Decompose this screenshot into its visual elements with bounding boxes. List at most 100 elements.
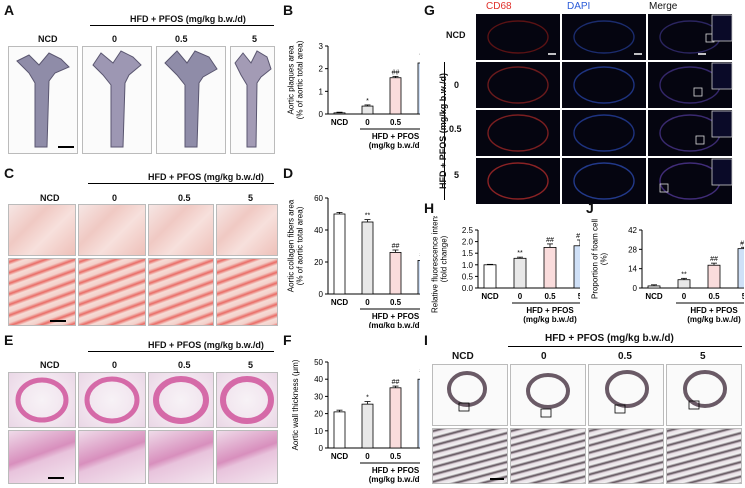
panel-H-chart: 0.0 0.5 1.0 1.5 2.0 2.5 Relative fluorescence …	[431, 216, 580, 324]
panel-I-vvg-ncd	[432, 364, 508, 426]
panel-F-sig-1: *	[366, 395, 369, 402]
panel-B-x-tick-label-2: 0.5	[390, 118, 402, 127]
panel-F-chart: 0 10 20 30 40 50 Aortic wall thickness (μm) NCD…	[291, 358, 420, 484]
panel-I-zoom-ncd	[432, 428, 508, 484]
panel-H-y-label-line: (fold change)	[440, 235, 449, 282]
panel-D-bar-1	[361, 221, 374, 295]
panel-I-vvg-0	[510, 364, 586, 426]
panel-C-sirius-05	[148, 204, 214, 256]
panel-I-scale-bar	[490, 478, 504, 480]
panel-J-unit-caption: (mg/kg b.w./d)	[687, 315, 741, 324]
panel-F-sig-2: ##	[392, 379, 400, 386]
panel-G-row-5: 5	[454, 170, 460, 180]
panel-C-label-0: 0	[112, 193, 118, 203]
panel-H-y-label-line: Relative fluorescence intensity	[431, 216, 440, 313]
panel-E-he-ncd	[8, 372, 76, 428]
panel-J-y-tick-label: 14	[628, 265, 637, 274]
panel-J-x-tick-label-0: NCD	[645, 292, 663, 301]
panel-D-y-tick-label: 20	[314, 258, 323, 267]
panel-G-col-dapi: DAPI	[567, 1, 591, 12]
panel-J-y-tick-label: 28	[628, 245, 637, 254]
panel-J-bar-1	[677, 279, 691, 289]
panel-A-label-5: 5	[252, 34, 258, 44]
panel-H-x-tick-label-2: 0.5	[544, 292, 556, 301]
panel-G-col-merge: Merge	[649, 1, 678, 12]
panel-H-y-label: Relative fluorescence intensity (fold cha…	[431, 216, 449, 313]
panel-H-x-tick-label-3: 5	[578, 292, 580, 301]
panel-A-header: HFD + PFOS (mg/kg b.w./d)	[130, 14, 246, 24]
panel-C-label-5: 5	[248, 193, 254, 203]
panel-I-label-ncd: NCD	[452, 351, 474, 362]
panel-A-aorta-0	[82, 46, 152, 154]
panel-F-group-caption: HFD + PFOS	[372, 466, 420, 475]
panel-C-label-ncd: NCD	[40, 193, 60, 203]
panel-H-y-tick-label: 1.5	[462, 249, 474, 258]
panel-F-bar-1	[361, 403, 374, 449]
panel-G-fluorescence-grid	[476, 14, 733, 204]
panel-E-label-05: 0.5	[178, 360, 191, 370]
panel-G-row-ncd: NCD	[446, 30, 466, 40]
panel-H-bar-0	[483, 264, 497, 289]
panel-C-zoom-ncd	[8, 258, 76, 326]
panel-I-label-05: 0.5	[618, 351, 632, 362]
panel-H-y-tick-label: 1.0	[462, 261, 474, 270]
panel-H-bar-3	[573, 245, 580, 289]
panel-J-x-tick-label-3: 5	[742, 292, 744, 301]
panel-I-label-5: 5	[700, 351, 706, 362]
panel-B-unit-caption: (mg/kg b.w./d)	[369, 141, 420, 150]
panel-A-label-05: 0.5	[175, 34, 188, 44]
panel-H-unit-caption: (mg/kg b.w./d)	[523, 315, 577, 324]
panel-B-x-tick-label-0: NCD	[331, 118, 349, 127]
panel-J-bar-3	[737, 248, 744, 289]
panel-D-x-tick-label-1: 0	[365, 298, 370, 307]
panel-J-y-tick-label: 42	[628, 226, 637, 235]
panel-C-zoom-5	[216, 258, 278, 326]
panel-F-x-tick-label-0: NCD	[331, 452, 349, 461]
panel-F-bar-0	[333, 411, 346, 449]
panel-D-sig-2: ##	[392, 243, 400, 250]
panel-A-label-0: 0	[112, 34, 118, 44]
panel-A-aorta-5	[230, 46, 275, 154]
panel-C-zoom-0	[78, 258, 146, 326]
panel-I-zoom-5	[666, 428, 742, 484]
panel-E-zoom-0	[78, 430, 146, 484]
panel-I-header: HFD + PFOS (mg/kg b.w./d)	[545, 333, 674, 344]
panel-D-x-tick-label-2: 0.5	[390, 298, 402, 307]
panel-B-bar-1	[361, 105, 374, 115]
panel-H-sig-3: ##	[576, 233, 580, 240]
panel-label-D: D	[283, 165, 294, 181]
panel-D-y-label-line: Aortic collagen fibers area	[287, 199, 296, 292]
panel-D-bar-2	[389, 252, 402, 295]
panel-B-y-tick-label: 1	[319, 87, 324, 96]
panel-label-G: G	[424, 2, 435, 18]
panel-B-y-tick-label: 3	[319, 42, 324, 51]
panel-I-header-line	[508, 346, 742, 347]
panel-E-label-0: 0	[112, 360, 118, 370]
panel-E-zoom-5	[216, 430, 278, 484]
panel-D-bar-0	[333, 213, 346, 295]
panel-H-bar-2	[543, 246, 557, 289]
panel-H-y-tick-label: 0.0	[462, 284, 474, 293]
panel-F-y-tick-label: 0	[319, 444, 324, 453]
panel-A-label-ncd: NCD	[38, 34, 58, 44]
panel-C-zoom-05	[148, 258, 214, 326]
panel-J-y-label-line: (%)	[600, 252, 609, 265]
panel-label-H: H	[424, 200, 435, 216]
panel-F-y-tick-label: 10	[314, 427, 323, 436]
panel-B-bar-2	[389, 77, 402, 115]
panel-I-vvg-5	[666, 364, 742, 426]
panel-F-y-tick-label: 50	[314, 358, 323, 367]
panel-F-bar-3	[417, 378, 420, 449]
panel-H-bar-1	[513, 257, 527, 289]
panel-E-header: HFD + PFOS (mg/kg b.w./d)	[148, 340, 264, 350]
panel-F-x-tick-label-1: 0	[365, 452, 370, 461]
panel-C-scale-bar	[50, 320, 66, 322]
panel-H-y-tick-label: 2.0	[462, 238, 474, 247]
panel-B-group-caption: HFD + PFOS	[372, 132, 420, 141]
panel-J-sig-3: ##	[740, 240, 744, 247]
panel-E-he-0	[78, 372, 146, 428]
panel-B-chart: 0 1 2 3 Aortic plaques area (% of aortic tota…	[287, 40, 420, 150]
panel-H-x-tick-label-0: NCD	[481, 292, 499, 301]
panel-G-side-line	[444, 62, 445, 200]
panel-E-label-ncd: NCD	[40, 360, 60, 370]
